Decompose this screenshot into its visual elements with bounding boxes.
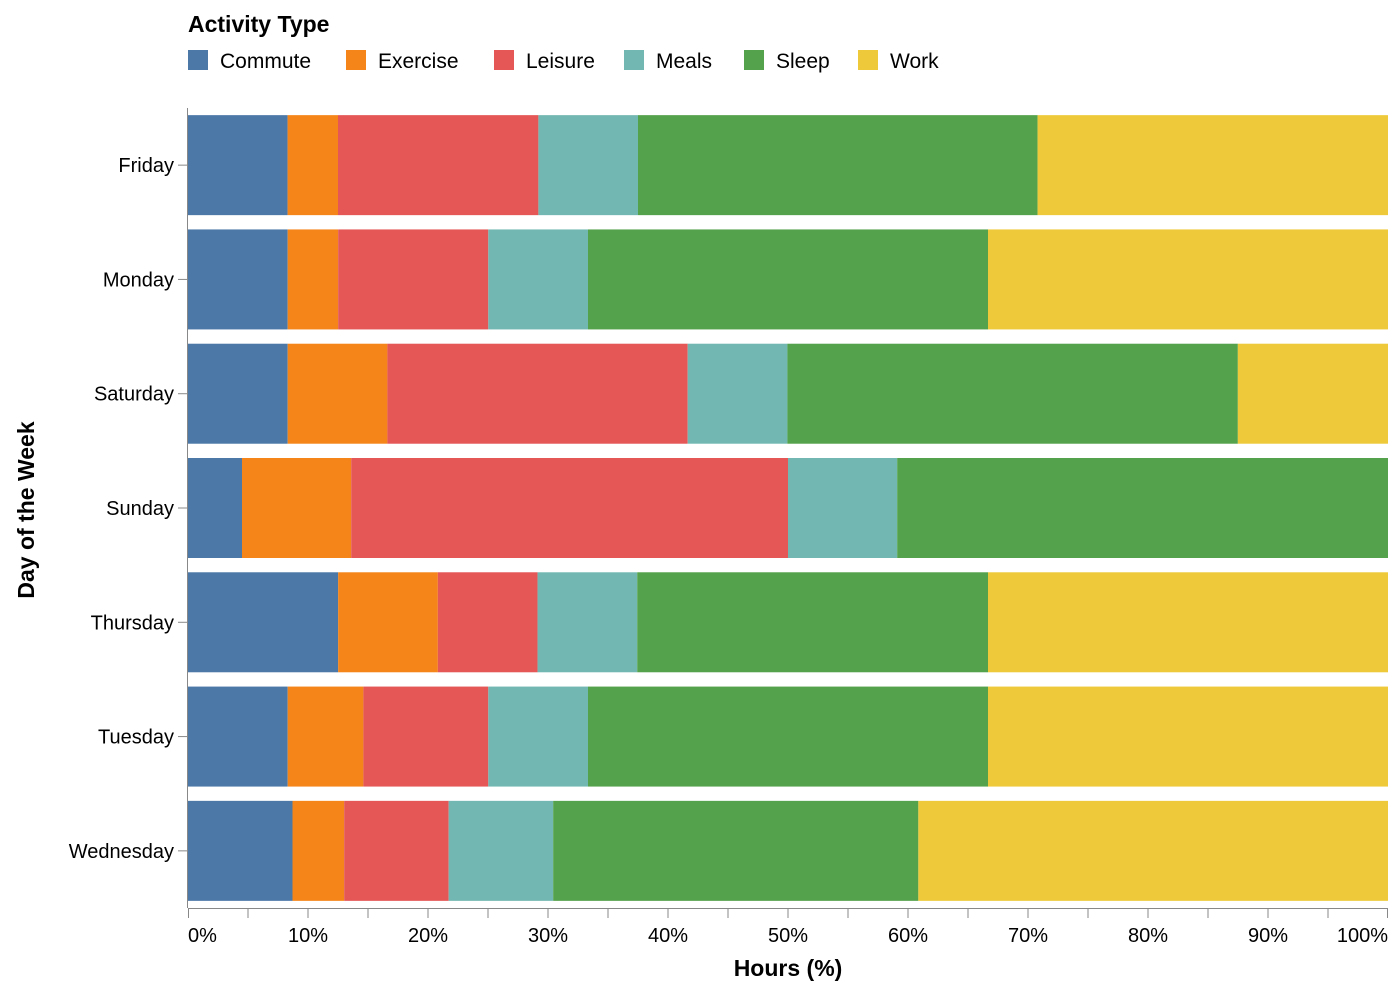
- bar-segment-work: [988, 686, 1388, 787]
- bar-segment-sleep: [588, 686, 988, 787]
- bar-segment-meals: [538, 115, 638, 216]
- legend-item-meals: Meals: [624, 50, 712, 73]
- bar-segment-exercise: [292, 800, 345, 901]
- legend-swatch: [624, 50, 644, 70]
- legend-swatch: [744, 50, 764, 70]
- bar-segment-commute: [188, 343, 288, 444]
- bar-segment-commute: [188, 229, 288, 330]
- bar-segment-leisure: [338, 229, 489, 330]
- bar-segment-commute: [188, 800, 293, 901]
- bar-segment-leisure: [437, 572, 538, 673]
- x-axis: 0% 10% 20% 30% 40% 50% 60% 70% 80% 90% 100%: [188, 908, 1388, 947]
- x-tick-label: 60%: [888, 925, 928, 947]
- bar-segment-meals: [537, 572, 638, 673]
- bar-segment-exercise: [287, 686, 364, 787]
- bar-segment-work: [918, 800, 1388, 901]
- bar-segment-sleep: [787, 343, 1238, 444]
- bar-row-saturday: [188, 343, 1388, 444]
- legend-swatch: [188, 50, 208, 70]
- y-tick-label: Friday: [118, 155, 174, 177]
- bar-segment-leisure: [387, 343, 688, 444]
- legend-item-work: Work: [858, 50, 939, 73]
- bar-segment-sleep: [638, 115, 1038, 216]
- bar-segment-leisure: [338, 115, 539, 216]
- legend-item-exercise: Exercise: [346, 50, 459, 73]
- bars-layer: [188, 115, 1388, 901]
- x-tick-label: 100%: [1337, 925, 1388, 947]
- legend-item-sleep: Sleep: [744, 50, 830, 73]
- bar-row-friday: [188, 115, 1388, 216]
- bar-segment-exercise: [287, 343, 388, 444]
- bar-segment-meals: [788, 458, 898, 558]
- x-tick-label: 20%: [408, 925, 448, 947]
- bar-segment-leisure: [351, 458, 788, 558]
- bar-row-tuesday: [188, 686, 1388, 787]
- bar-segment-sleep: [897, 458, 1388, 558]
- x-tick-label: 50%: [768, 925, 808, 947]
- bar-segment-meals: [488, 229, 588, 330]
- bar-segment-leisure: [344, 800, 449, 901]
- x-axis-title: Hours (%): [734, 955, 843, 981]
- bar-segment-work: [1037, 115, 1388, 216]
- legend-label: Commute: [220, 50, 311, 73]
- y-axis-title: Day of the Week: [13, 421, 39, 598]
- bar-row-wednesday: [188, 800, 1388, 901]
- y-tick-label: Thursday: [91, 612, 174, 634]
- x-tick-label: 70%: [1008, 925, 1048, 947]
- y-tick-label: Tuesday: [98, 727, 174, 749]
- x-tick-label: 90%: [1248, 925, 1288, 947]
- bar-segment-meals: [488, 686, 588, 787]
- bar-segment-exercise: [242, 458, 352, 558]
- legend-label: Leisure: [526, 50, 595, 73]
- legend-swatch: [494, 50, 514, 70]
- bar-segment-exercise: [338, 572, 438, 673]
- bar-row-sunday: [188, 458, 1388, 558]
- bar-segment-commute: [188, 686, 288, 787]
- bar-row-monday: [188, 229, 1388, 330]
- legend-item-leisure: Leisure: [494, 50, 595, 73]
- legend-swatch: [858, 50, 878, 70]
- legend-label: Sleep: [776, 50, 830, 73]
- legend-item-commute: Commute: [188, 50, 311, 73]
- x-tick-label: 0%: [188, 925, 217, 947]
- bar-segment-work: [988, 229, 1388, 330]
- bar-segment-commute: [188, 115, 288, 216]
- legend-swatch: [346, 50, 366, 70]
- bar-segment-exercise: [287, 229, 339, 330]
- legend-label: Exercise: [378, 50, 459, 73]
- bar-segment-work: [988, 572, 1388, 673]
- bar-segment-sleep: [588, 229, 988, 330]
- bar-segment-commute: [188, 572, 339, 673]
- bar-segment-sleep: [553, 800, 919, 901]
- bar-segment-exercise: [287, 115, 338, 216]
- legend: Activity Type Commute Exercise Leisure Meal…: [188, 11, 939, 73]
- bar-segment-leisure: [363, 686, 489, 787]
- x-tick-label: 30%: [528, 925, 568, 947]
- bar-segment-meals: [687, 343, 788, 444]
- y-axis: Friday Monday Saturday Sunday Thursday Tuesda…: [69, 108, 188, 908]
- legend-label: Work: [890, 50, 939, 73]
- bar-segment-work: [1237, 343, 1388, 444]
- bar-segment-commute: [188, 458, 242, 558]
- bar-segment-meals: [448, 800, 554, 901]
- x-tick-label: 10%: [288, 925, 328, 947]
- legend-title: Activity Type: [188, 11, 329, 37]
- y-tick-label: Wednesday: [69, 841, 174, 863]
- y-tick-label: Monday: [103, 269, 174, 291]
- legend-label: Meals: [656, 50, 712, 73]
- x-tick-label: 80%: [1128, 925, 1168, 947]
- x-tick-label: 40%: [648, 925, 688, 947]
- bar-row-thursday: [188, 572, 1388, 673]
- bar-segment-sleep: [637, 572, 988, 673]
- y-tick-label: Sunday: [106, 498, 174, 520]
- y-tick-label: Saturday: [94, 384, 174, 406]
